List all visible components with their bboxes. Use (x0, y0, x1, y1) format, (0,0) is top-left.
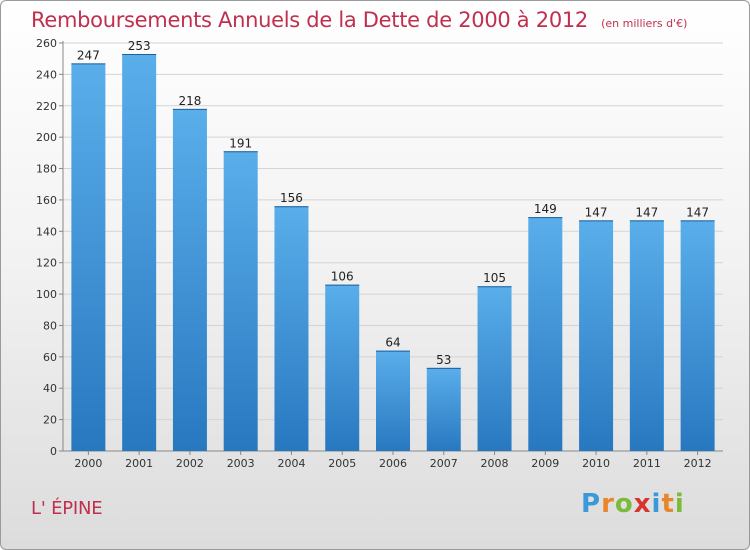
logo-letter: P (581, 489, 602, 519)
data-label: 191 (229, 136, 252, 150)
data-label: 253 (128, 39, 151, 53)
data-label: 53 (436, 353, 451, 367)
x-tick-label: 2001 (125, 457, 153, 470)
logo-letter: o (614, 489, 634, 519)
commune-name: L' ÉPINE (31, 498, 103, 519)
bar (274, 206, 309, 451)
x-tick-label: 2000 (74, 457, 102, 470)
y-tick-label: 240 (36, 68, 57, 81)
y-tick-label: 60 (43, 351, 57, 364)
bar (579, 220, 614, 451)
y-tick-label: 80 (43, 319, 57, 332)
y-tick-label: 200 (36, 131, 57, 144)
data-label: 147 (686, 205, 709, 219)
logo-letter: x (633, 489, 652, 519)
y-tick-label: 260 (36, 37, 57, 50)
data-label: 247 (77, 48, 100, 62)
y-tick-label: 20 (43, 414, 57, 427)
bar (680, 220, 715, 451)
data-label: 149 (534, 202, 557, 216)
x-tick-label: 2008 (481, 457, 509, 470)
bar (122, 53, 157, 451)
bar (477, 286, 512, 451)
y-tick-label: 120 (36, 257, 57, 270)
y-tick-label: 140 (36, 225, 57, 238)
logo-letter: i (651, 489, 662, 519)
y-tick-label: 100 (36, 288, 57, 301)
data-label: 147 (585, 205, 608, 219)
x-tick-label: 2010 (582, 457, 610, 470)
x-tick-label: 2006 (379, 457, 407, 470)
data-label: 105 (483, 271, 506, 285)
chart-title: Remboursements Annuels de la Dette de 20… (31, 8, 588, 32)
bar (325, 284, 360, 451)
data-label: 156 (280, 191, 303, 205)
y-tick-label: 180 (36, 163, 57, 176)
chart-title-row: Remboursements Annuels de la Dette de 20… (31, 8, 687, 32)
bar (426, 367, 461, 451)
bar (528, 217, 563, 451)
bar (376, 350, 410, 451)
logo-letter: r (601, 489, 615, 519)
y-tick-label: 220 (36, 100, 57, 113)
bar (172, 108, 207, 452)
x-tick-label: 2005 (328, 457, 356, 470)
y-tick-label: 0 (50, 445, 57, 458)
x-tick-label: 2009 (531, 457, 559, 470)
bar (223, 151, 258, 451)
bar (71, 63, 106, 452)
x-tick-label: 2002 (176, 457, 204, 470)
data-label: 64 (385, 336, 400, 350)
bar (629, 220, 664, 451)
chart-title-unit: (en milliers d'€) (601, 17, 688, 30)
data-label: 106 (331, 270, 354, 284)
x-tick-label: 2003 (227, 457, 255, 470)
y-tick-label: 160 (36, 194, 57, 207)
x-tick-label: 2012 (684, 457, 712, 470)
x-tick-label: 2007 (430, 457, 458, 470)
logo-letter: i (674, 489, 685, 519)
data-label: 147 (635, 205, 658, 219)
proxiti-logo: Proxiti (581, 489, 685, 519)
x-tick-label: 2011 (633, 457, 661, 470)
x-tick-label: 2004 (277, 457, 305, 470)
data-label: 218 (178, 94, 201, 108)
logo-letter: t (661, 489, 675, 519)
y-tick-label: 40 (43, 382, 57, 395)
